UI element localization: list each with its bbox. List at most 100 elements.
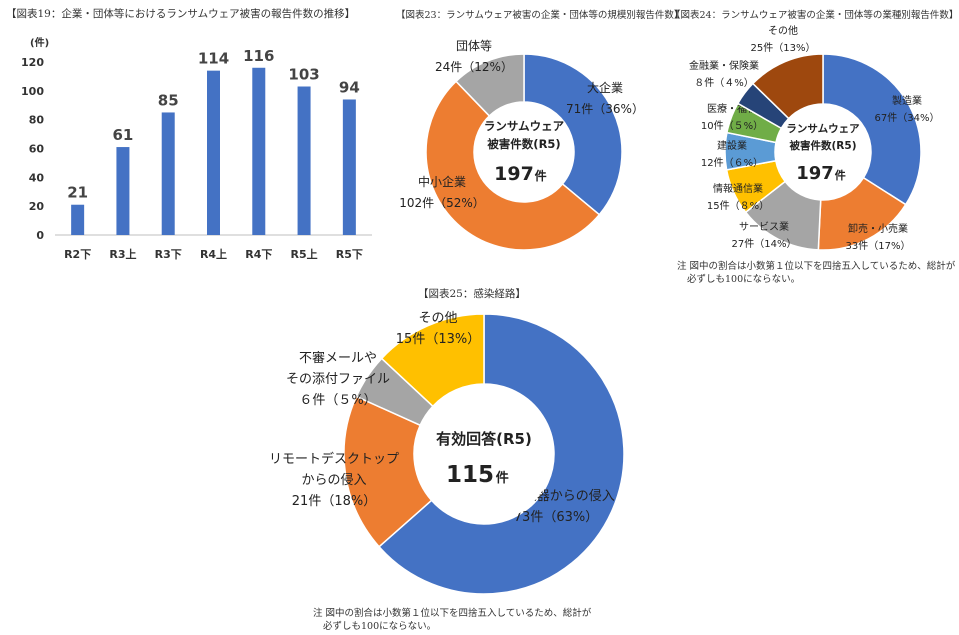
fig23-slice-label-0-line-0: 大企業 — [587, 80, 623, 95]
fig24-slice-label-2-line-0: サービス業 — [739, 220, 789, 233]
fig24-slice-label-7-line-1: 25件（13%） — [751, 42, 816, 54]
fig25-slice-label-2-line-0: 不審メールや — [299, 351, 377, 366]
fig25-center-hole — [415, 385, 553, 523]
fig23-slice-label-0-line-1: 71件（36%） — [566, 102, 644, 116]
fig25-center-value: 115 — [446, 462, 494, 488]
fig24-slice-label-3: 情報通信業 15件（８%） — [707, 182, 769, 212]
fig25-slice-label-1-line-2: 21件（18%） — [292, 494, 376, 509]
fig19-data-label-1: 61 — [112, 126, 133, 144]
fig25-slice-label-1-line-0: リモートデスクトップ — [269, 451, 399, 467]
fig19-bar-0 — [71, 204, 85, 235]
fig19-bar-4 — [252, 67, 266, 236]
fig19-xtick-0: R2下 — [64, 248, 91, 261]
fig19-ytick-2: 40 — [29, 171, 45, 184]
fig23-center-value: 197 — [494, 163, 534, 185]
fig25-center-unit: 件 — [496, 470, 509, 486]
fig24-center-label-1: 被害件数(R5) — [790, 139, 857, 152]
fig23-slice-1 — [425, 80, 601, 251]
fig24-slice-label-1-line-1: 33件（17%） — [846, 240, 911, 252]
fig25-slice-0 — [378, 313, 625, 595]
fig19-ytick-6: 120 — [21, 56, 44, 69]
fig24-slice-label-5-line-1: 10件（５%） — [701, 120, 763, 132]
fig25-center-label-0: 有効回答(R5) — [436, 430, 532, 448]
fig24-donut-chart: 製造業 67件（34%） 卸売・小売業 33件（17%） サービス業 27件（14%） 情報… — [689, 24, 940, 252]
fig23-center-unit: 件 — [535, 168, 547, 183]
fig24-note-line1: 注 図中の割合は小数第１位以下を四捨五入しているため、総計が — [677, 261, 956, 272]
fig19-xtick-4: R4下 — [245, 248, 272, 261]
fig25-note-line2: 必ずしも100にならない。 — [323, 621, 437, 632]
fig23-center-label-0: ランサムウェア — [484, 119, 565, 133]
fig23-donut-chart: 大企業 71件（36%） 中小企業 102件（52%） 団体等 24件（12%） ランサムウ… — [399, 39, 644, 251]
fig19-data-label-6: 94 — [339, 78, 360, 96]
fig19-title: 【図表19：企業・団体等におけるランサムウェア被害の報告件数の推移】 — [6, 8, 356, 20]
fig25-slice-label-3: その他 15件（13%） — [396, 311, 480, 347]
fig19-data-label-2: 85 — [158, 91, 179, 109]
fig19-data-label-4: 116 — [243, 47, 274, 65]
fig19-xtick-3: R4上 — [200, 247, 227, 261]
fig19-ytick-3: 60 — [29, 143, 45, 156]
fig24-slice-label-4-line-0: 建設業 — [717, 139, 747, 152]
fig25-slice-label-3-line-0: その他 — [418, 311, 457, 326]
fig19-ytick-5: 100 — [21, 85, 44, 98]
fig24-slice-label-1: 卸売・小売業 33件（17%） — [846, 222, 911, 252]
fig23-slice-label-1: 中小企業 102件（52%） — [399, 174, 485, 210]
fig23-slice-label-2: 団体等 24件（12%） — [435, 39, 513, 74]
fig19-bar-chart: (件) 0 20 40 60 80 100 120 21 R2下 61 R3上 85 R3下 114 R4上 1… — [21, 36, 372, 261]
fig24-slice-label-2: サービス業 27件（14%） — [732, 220, 797, 250]
fig25-slice-label-0-line-1: 73件（63%） — [514, 510, 598, 525]
fig25-slice-label-2-line-2: ６件（５%） — [299, 393, 376, 408]
fig19-ytick-0: 0 — [36, 229, 44, 242]
fig24-slice-label-7: その他 25件（13%） — [751, 24, 816, 54]
fig24-slice-label-4-line-1: 12件（６%） — [701, 157, 763, 169]
fig19-bar-6 — [342, 99, 356, 235]
fig25-note: 注 図中の割合は小数第１位以下を四捨五入しているため、総計が 必ずしも100にな… — [313, 607, 591, 633]
fig24-center-value: 197 — [796, 163, 834, 184]
fig19-xtick-1: R3上 — [109, 247, 136, 261]
fig24-title: 【図表24：ランサムウェア被害の企業・団体等の業種別報告件数】 — [671, 10, 959, 21]
fig25-donut-chart: VPN機器からの侵入73件（63%）リモートデスクトップからの侵入21件（18%… — [269, 311, 625, 595]
fig25-slice-3 — [380, 313, 485, 408]
fig24-note-line2: 必ずしも100にならない。 — [687, 274, 801, 285]
fig24-slice-label-6: 金融業・保険業 ８件（４%） — [689, 59, 759, 89]
fig23-slice-label-2-line-1: 24件（12%） — [435, 60, 513, 74]
fig24-slice-label-7-line-0: その他 — [768, 24, 798, 37]
fig25-slice-1 — [343, 395, 433, 548]
fig24-slice-0 — [822, 53, 922, 206]
fig19-xtick-6: R5下 — [336, 248, 363, 261]
fig19-data-label-0: 21 — [67, 184, 88, 202]
fig24-center-label-0: ランサムウェア — [786, 123, 860, 135]
fig23-slice-label-1-line-1: 102件（52%） — [399, 196, 485, 210]
fig25-slice-label-2-line-1: その添付ファイル — [286, 372, 390, 387]
fig19-bar-3 — [207, 70, 220, 236]
fig23-slice-label-0: 大企業 71件（36%） — [566, 80, 644, 116]
fig25-title: 【図表25：感染経路】 — [418, 288, 526, 300]
fig19-ytick-1: 20 — [29, 200, 45, 213]
fig24-slice-label-2-line-1: 27件（14%） — [732, 238, 797, 250]
fig24-slice-label-6-line-0: 金融業・保険業 — [689, 59, 759, 72]
fig24-note: 注 図中の割合は小数第１位以下を四捨五入しているため、総計が 必ずしも100にな… — [677, 260, 955, 286]
fig23-slice-0 — [523, 53, 623, 216]
fig24-slice-label-0: 製造業 67件（34%） — [875, 94, 940, 124]
fig19-bar-1 — [116, 147, 130, 235]
fig24-slice-7 — [751, 53, 824, 120]
fig23-slice-label-1-line-0: 中小企業 — [418, 174, 466, 189]
fig19-ytick-4: 80 — [29, 114, 45, 127]
fig24-slice-label-3-line-0: 情報通信業 — [713, 182, 763, 195]
fig19-data-label-5: 103 — [288, 66, 319, 84]
fig19-unit-label: (件) — [30, 36, 49, 49]
fig25-slice-label-1-line-1: からの侵入 — [301, 472, 366, 488]
fig24-slice-label-0-line-1: 67件（34%） — [875, 112, 940, 124]
fig19-bar-2 — [161, 112, 175, 235]
fig23-title: 【図表23：ランサムウェア被害の企業・団体等の規模別報告件数】 — [396, 10, 684, 21]
fig24-center-unit: 件 — [835, 168, 846, 182]
fig24-slice-label-4: 建設業 12件（６%） — [701, 139, 763, 169]
fig24-slice-label-6-line-1: ８件（４%） — [694, 77, 754, 89]
fig25-slice-label-3-line-1: 15件（13%） — [396, 332, 480, 347]
fig23-slice-label-2-line-0: 団体等 — [456, 39, 492, 53]
fig19-data-label-3: 114 — [198, 50, 229, 68]
fig25-note-line1: 注 図中の割合は小数第１位以下を四捨五入しているため、総計が — [313, 608, 592, 619]
fig23-slice-2 — [455, 53, 525, 118]
fig19-xtick-5: R5上 — [291, 247, 318, 261]
